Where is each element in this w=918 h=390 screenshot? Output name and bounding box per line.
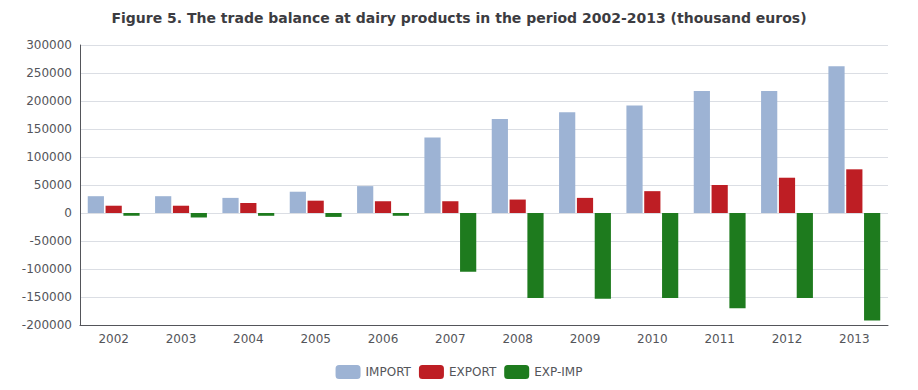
svg-text:2003: 2003	[166, 332, 197, 346]
svg-text:100000: 100000	[26, 150, 72, 164]
svg-text:IMPORT: IMPORT	[366, 365, 412, 379]
svg-text:2010: 2010	[637, 332, 668, 346]
svg-text:-200000: -200000	[22, 318, 72, 332]
svg-text:2006: 2006	[368, 332, 399, 346]
svg-text:2012: 2012	[772, 332, 803, 346]
svg-text:2005: 2005	[300, 332, 331, 346]
svg-text:-100000: -100000	[22, 262, 72, 276]
svg-text:150000: 150000	[26, 122, 72, 136]
svg-text:2013: 2013	[839, 332, 870, 346]
svg-text:2009: 2009	[570, 332, 601, 346]
svg-text:2011: 2011	[704, 332, 735, 346]
svg-text:EXP-IMP: EXP-IMP	[534, 365, 582, 379]
svg-text:2007: 2007	[435, 332, 466, 346]
svg-text:0: 0	[64, 206, 72, 220]
svg-text:EXPORT: EXPORT	[449, 365, 497, 379]
svg-text:250000: 250000	[26, 66, 72, 80]
svg-text:Figure 5. The trade balance at: Figure 5. The trade balance at dairy pro…	[111, 10, 806, 26]
svg-text:2004: 2004	[233, 332, 264, 346]
svg-text:2002: 2002	[98, 332, 129, 346]
svg-text:50000: 50000	[34, 178, 72, 192]
svg-text:200000: 200000	[26, 94, 72, 108]
svg-text:2008: 2008	[502, 332, 533, 346]
svg-text:300000: 300000	[26, 38, 72, 52]
svg-text:-50000: -50000	[29, 234, 72, 248]
svg-text:-150000: -150000	[22, 290, 72, 304]
